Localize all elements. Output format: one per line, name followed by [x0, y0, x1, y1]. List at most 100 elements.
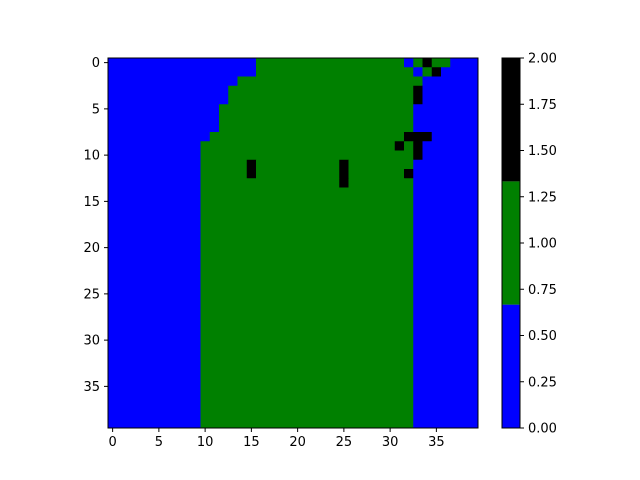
- heatmap-cell: [219, 261, 229, 272]
- heatmap-cell: [154, 159, 164, 170]
- heatmap-cell: [330, 132, 340, 142]
- heatmap-cell: [441, 141, 451, 151]
- heatmap-cell: [108, 58, 118, 68]
- heatmap-cell: [367, 122, 377, 133]
- heatmap-cell: [145, 409, 155, 420]
- heatmap-cell: [376, 169, 386, 179]
- heatmap-cell: [154, 326, 164, 336]
- heatmap-cell: [265, 354, 275, 364]
- heatmap-cell: [330, 400, 340, 410]
- heatmap-cell: [293, 372, 303, 383]
- heatmap-cell: [237, 159, 248, 170]
- heatmap-cell: [145, 233, 155, 244]
- heatmap-cell: [367, 187, 377, 198]
- heatmap-cell: [385, 409, 396, 420]
- heatmap-cell: [459, 344, 470, 355]
- heatmap-cell: [209, 261, 220, 272]
- heatmap-cell: [302, 307, 312, 318]
- heatmap-cell: [256, 132, 266, 142]
- heatmap-cell: [256, 363, 266, 373]
- heatmap-cell: [385, 381, 396, 392]
- heatmap-cell: [200, 122, 211, 133]
- heatmap-cell: [357, 298, 368, 309]
- heatmap-cell: [172, 215, 183, 225]
- heatmap-cell: [228, 58, 238, 68]
- heatmap-cell: [413, 141, 423, 151]
- heatmap-cell: [348, 169, 359, 179]
- heatmap-cell: [200, 252, 211, 262]
- heatmap-cell: [200, 381, 211, 392]
- heatmap-cell: [117, 196, 127, 207]
- heatmap-cell: [283, 391, 294, 401]
- heatmap-cell: [404, 122, 414, 133]
- heatmap-cell: [126, 317, 137, 327]
- heatmap-cell: [274, 141, 285, 151]
- heatmap-cell: [450, 280, 460, 290]
- heatmap-cell: [108, 132, 118, 142]
- heatmap-cell: [468, 354, 479, 364]
- heatmap-cell: [357, 252, 368, 262]
- heatmap-cell: [246, 400, 257, 410]
- heatmap-cell: [394, 132, 405, 142]
- heatmap-cell: [209, 159, 220, 170]
- heatmap-cell: [228, 196, 238, 207]
- x-tick-label: 20: [289, 435, 306, 450]
- heatmap-cell: [441, 243, 451, 253]
- heatmap-cell: [339, 85, 349, 96]
- heatmap-cell: [302, 159, 312, 170]
- heatmap-cell: [172, 104, 183, 114]
- heatmap-cell: [441, 159, 451, 170]
- heatmap-cell: [431, 224, 442, 235]
- heatmap-cell: [330, 169, 340, 179]
- heatmap-cell: [339, 363, 349, 373]
- heatmap-cell: [154, 104, 164, 114]
- heatmap-cell: [320, 418, 331, 429]
- heatmap-cell: [246, 335, 257, 346]
- heatmap-cell: [459, 409, 470, 420]
- heatmap-cell: [459, 159, 470, 170]
- heatmap-cell: [441, 326, 451, 336]
- heatmap-cell: [441, 67, 451, 77]
- heatmap-cell: [145, 317, 155, 327]
- heatmap-cell: [228, 233, 238, 244]
- heatmap-cell: [191, 280, 201, 290]
- heatmap-cell: [422, 400, 433, 410]
- heatmap-cell: [320, 289, 331, 299]
- heatmap-cell: [191, 270, 201, 281]
- heatmap-cell: [108, 307, 118, 318]
- heatmap-cell: [320, 85, 331, 96]
- heatmap-cell: [348, 344, 359, 355]
- heatmap-cell: [367, 391, 377, 401]
- heatmap-cell: [441, 233, 451, 244]
- heatmap-cell: [256, 354, 266, 364]
- heatmap-cell: [385, 113, 396, 124]
- heatmap-cell: [108, 215, 118, 225]
- heatmap-cell: [293, 196, 303, 207]
- heatmap-cell: [172, 307, 183, 318]
- heatmap-cell: [237, 122, 248, 133]
- heatmap-cell: [126, 252, 137, 262]
- heatmap-cell: [357, 344, 368, 355]
- heatmap-cell: [219, 206, 229, 216]
- heatmap-cell: [376, 150, 386, 161]
- heatmap-cell: [293, 409, 303, 420]
- heatmap-cell: [274, 104, 285, 114]
- heatmap-cell: [320, 215, 331, 225]
- heatmap-cell: [339, 280, 349, 290]
- heatmap-cell: [126, 132, 137, 142]
- heatmap-cell: [293, 418, 303, 429]
- heatmap-cell: [209, 141, 220, 151]
- heatmap-cell: [182, 104, 192, 114]
- heatmap-cell: [191, 224, 201, 235]
- heatmap-cell: [330, 354, 340, 364]
- heatmap-cell: [376, 113, 386, 124]
- heatmap-cell: [468, 67, 479, 77]
- heatmap-cell: [302, 150, 312, 161]
- heatmap-cell: [413, 150, 423, 161]
- heatmap-cell: [376, 243, 386, 253]
- heatmap-cell: [367, 159, 377, 170]
- heatmap-cell: [200, 104, 211, 114]
- heatmap-cell: [422, 381, 433, 392]
- heatmap-cell: [256, 307, 266, 318]
- heatmap-cell: [191, 418, 201, 429]
